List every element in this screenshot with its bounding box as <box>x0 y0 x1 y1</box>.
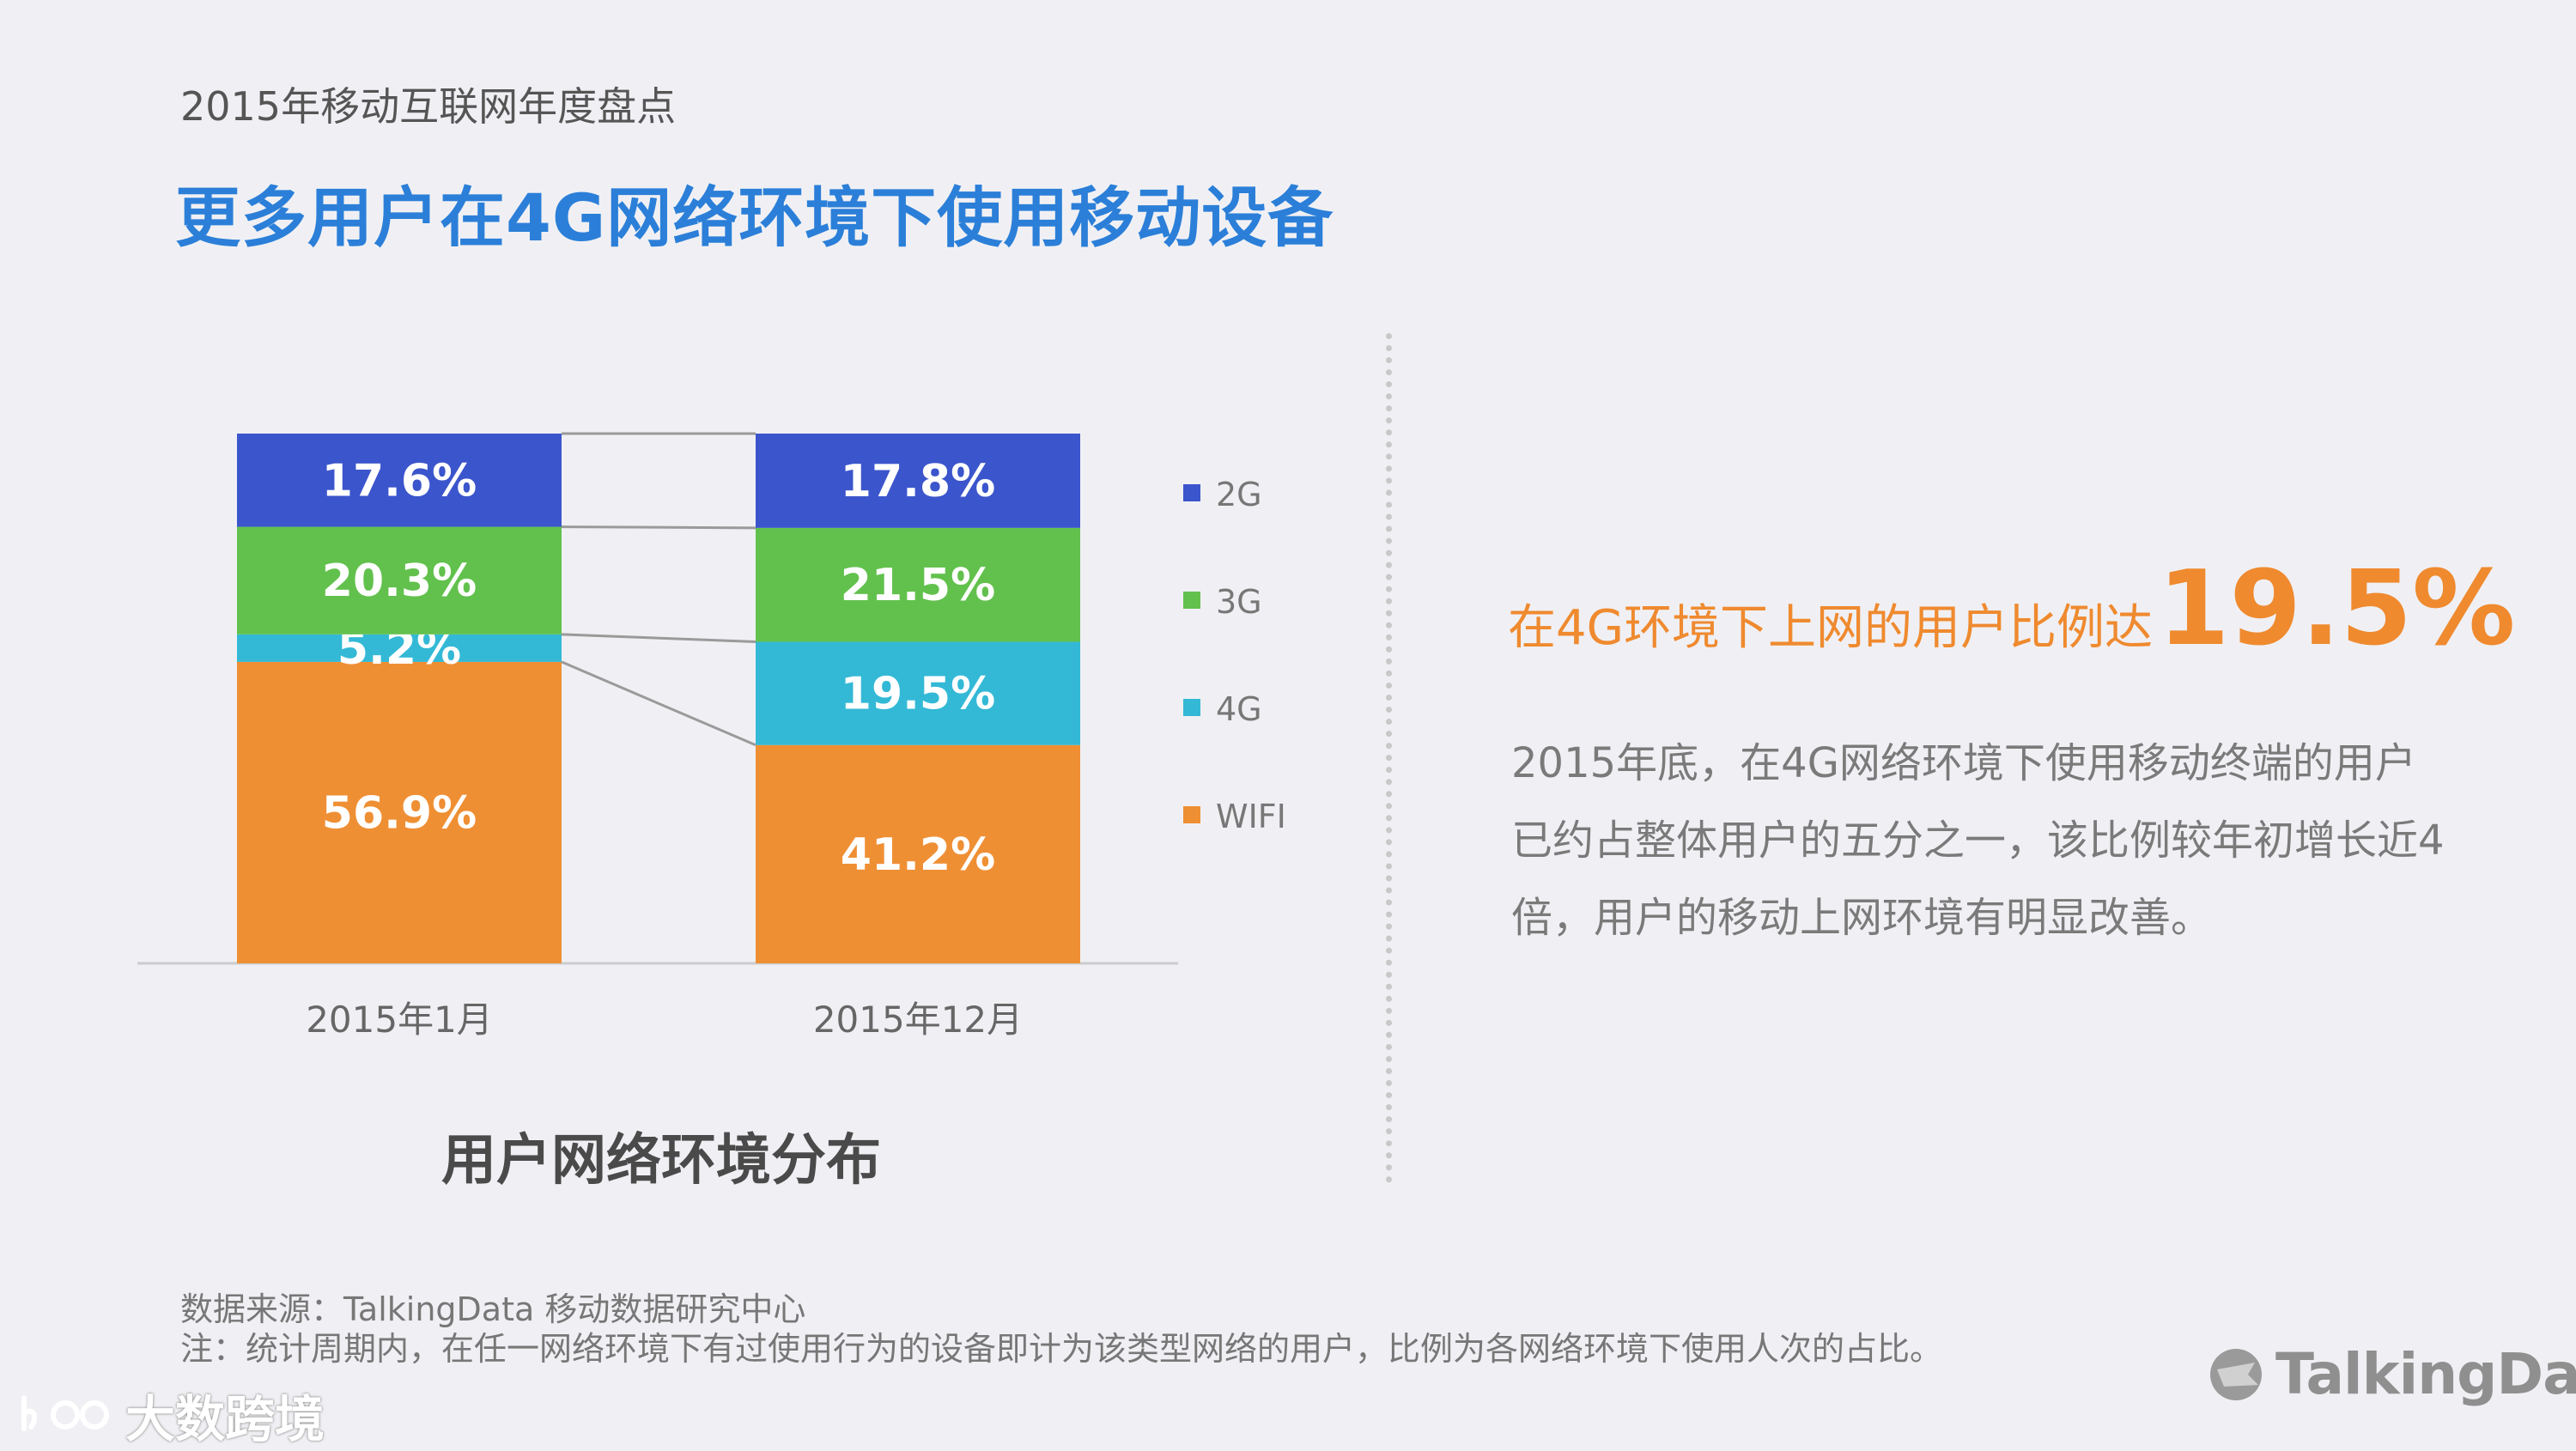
talkingdata-logo-icon <box>2210 1348 2262 1400</box>
highlight-text: 在4G环境下上网的用户比例达 <box>1508 600 2154 656</box>
legend-label-4g: 4G <box>1216 690 1262 728</box>
data-label: 20.3% <box>322 556 477 607</box>
data-label: 17.8% <box>841 456 995 507</box>
bar-segment-wifi <box>756 744 1080 963</box>
watermark-right: TalkingData <box>2205 1341 2576 1407</box>
dashuju-logo-icon <box>21 1395 109 1431</box>
highlight-value: 19.5% <box>2158 549 2516 669</box>
legend-swatch-2g <box>1183 484 1200 501</box>
bar-segment-4g <box>756 641 1080 745</box>
highlight-callout: 在4G环境下上网的用户比例达19.5% <box>1508 549 2515 669</box>
watermark-right-text: TalkingData <box>2275 1341 2576 1407</box>
page-title: 更多用户在4G网络环境下使用移动设备 <box>175 179 1334 256</box>
eyebrow-subtitle: 2015年移动互联网年度盘点 <box>180 83 677 130</box>
connector-line <box>561 633 756 643</box>
body-paragraph: 2015年底，在4G网络环境下使用移动终端的用户已约占整体用户的五分之一，该比例… <box>1511 739 2445 942</box>
bar-segment-2g <box>237 434 562 527</box>
dotted-divider <box>1386 333 1392 1183</box>
stacked-bar-chart: 56.9%5.2%20.3%17.6%2015年1月41.2%19.5%21.5… <box>137 432 1286 1041</box>
data-label: 21.5% <box>841 560 995 611</box>
x-tick-label: 2015年12月 <box>813 999 1023 1041</box>
legend-swatch-4g <box>1183 699 1200 716</box>
legend-label-3g: 3G <box>1216 583 1262 621</box>
bar-segment-4g <box>237 634 562 662</box>
data-label: 56.9% <box>322 787 477 839</box>
legend-label-2g: 2G <box>1216 476 1262 513</box>
connector-line <box>561 660 756 747</box>
legend-swatch-3g <box>1183 592 1200 609</box>
data-label: 17.6% <box>322 455 477 507</box>
watermark-left: 大数跨境 <box>15 1379 325 1451</box>
connector-line <box>561 525 756 530</box>
bar-segment-3g <box>237 526 562 634</box>
bar-segment-wifi <box>237 661 562 963</box>
source-note: 数据来源：TalkingData 移动数据研究中心 <box>180 1290 806 1328</box>
methodology-note: 注：统计周期内，在任一网络环境下有过使用行为的设备即计为该类型网络的用户，比例为… <box>180 1330 1943 1368</box>
legend-label-wifi: WIFI <box>1216 798 1286 835</box>
bar-segment-2g <box>756 434 1080 528</box>
legend-swatch-wifi <box>1183 806 1200 823</box>
x-tick-label: 2015年1月 <box>306 999 493 1041</box>
data-label: 19.5% <box>841 669 995 720</box>
chart-title: 用户网络环境分布 <box>441 1129 881 1193</box>
data-label: 41.2% <box>841 829 995 881</box>
watermark-left-text: 大数跨境 <box>125 1390 325 1448</box>
bar-segment-3g <box>756 527 1080 642</box>
